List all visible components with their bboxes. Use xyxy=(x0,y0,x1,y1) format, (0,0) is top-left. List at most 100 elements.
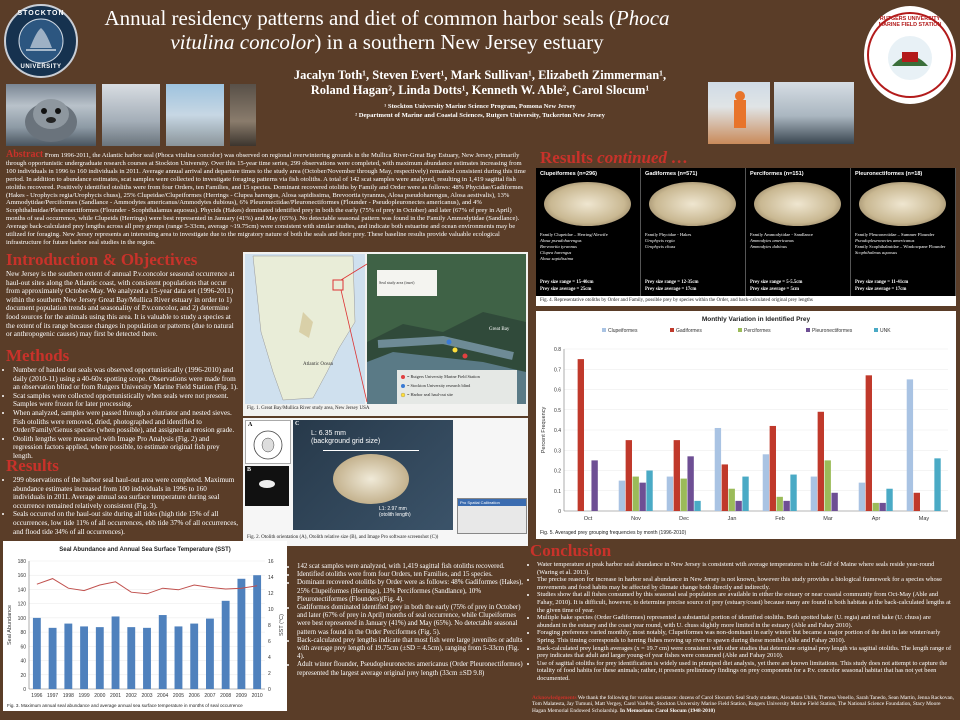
prey-bar xyxy=(824,460,831,511)
y-axis-label: Seal Abundance xyxy=(7,605,13,645)
otolith-family-text: Urophycis chuss xyxy=(645,244,676,249)
otolith-family-text: Scophthalmus aquosus xyxy=(855,250,897,255)
results-bullet: 299 observations of the harbor seal haul… xyxy=(13,476,240,510)
chart-title: Monthly Variation in Identified Prey xyxy=(702,316,811,323)
affiliation-1: ¹ Stockton University Marine Science Pro… xyxy=(384,103,576,110)
x-tick-label: 2002 xyxy=(126,693,137,699)
y2-tick-label: 8 xyxy=(268,623,271,629)
x-tick-label: Mar xyxy=(823,516,833,522)
conclusion-bullet: Back-calculated prey length averages (x … xyxy=(537,645,954,660)
acknowledgements-text: We thank the following for various assis… xyxy=(532,695,954,714)
results-continued-title: Results xyxy=(540,148,593,167)
otolith-figure-panel: A B C L: 6.35 mm (background grid size) … xyxy=(243,418,528,546)
abundance-bar xyxy=(158,615,167,689)
methods-list: Number of hauled out seals was observed … xyxy=(4,366,240,461)
abundance-bar xyxy=(174,626,183,689)
conclusion-bullet: Multiple hake species (Order Gadiformes)… xyxy=(537,614,954,629)
y2-axis-label: SST (°C) xyxy=(279,614,285,636)
y-tick-label: 0.1 xyxy=(554,489,561,495)
y2-tick-label: 2 xyxy=(268,671,271,677)
abundance-bar xyxy=(253,575,262,689)
otolith-order-title: Perciformes (n=151) xyxy=(750,171,804,177)
prey-bar xyxy=(680,478,687,511)
x-tick-label: 1998 xyxy=(63,693,74,699)
otolith-order-card: Clupeiformes (n=296) Family Clupeidae – H… xyxy=(536,168,641,296)
methods-bullet: Scat samples were collected opportunisti… xyxy=(13,392,240,409)
fish-head-diagram xyxy=(253,430,283,460)
abundance-bar xyxy=(95,627,104,689)
otolith-family-text: Family Phycidae - Hakes xyxy=(645,232,692,237)
y2-tick-label: 10 xyxy=(268,607,274,613)
map-label-great-bay: Great Bay xyxy=(489,327,510,332)
image-pro-screenshot: C L: 6.35 mm (background grid size) L1: … xyxy=(293,420,453,530)
prey-bar xyxy=(714,427,722,511)
prey-bar xyxy=(872,502,879,511)
results-continued-suffix: continued … xyxy=(597,148,689,167)
results-left-list: 299 observations of the harbor seal haul… xyxy=(4,476,240,536)
x-tick-label: 2007 xyxy=(204,693,215,699)
otolith-family-text: Family Ammodytidae - Sandlance xyxy=(750,232,813,237)
rutgers-logo: RUTGERS UNIVERSITY MARINE FIELD STATION xyxy=(864,6,956,104)
x-tick-label: 2003 xyxy=(141,693,152,699)
abundance-sst-chart: Seal Abundance and Annual Sea Surface Te… xyxy=(7,547,285,708)
rutgers-field-station-icon xyxy=(867,12,953,98)
fig2-label-b: B xyxy=(247,467,252,473)
methods-bullet: When analyzed, samples were passed throu… xyxy=(13,409,240,435)
otolith-size-average: Prey size average = 17cm xyxy=(645,287,697,292)
y-tick-label: 40 xyxy=(20,659,26,665)
affiliations: ¹ Stockton University Marine Science Pro… xyxy=(260,102,700,120)
prey-bar xyxy=(831,492,838,511)
authors-line-2: Roland Hagan², Linda Dotts¹, Kenneth W. … xyxy=(310,83,650,97)
seal-photo xyxy=(6,84,96,146)
measure-value-grid: L: 6.35 mm xyxy=(311,430,347,437)
results-mid-bullet: Dominant recovered otoliths by Order wer… xyxy=(297,579,524,604)
y2-tick-label: 6 xyxy=(268,639,271,645)
title-species: Phoca vitulina concolor xyxy=(170,6,670,54)
otolith-order-card: Perciformes (n=151) Family Ammodytidae - … xyxy=(746,168,851,296)
y-axis-label: Percent Frequency xyxy=(541,407,547,454)
conclusion-bullet: Use of sagittal otoliths for prey identi… xyxy=(537,660,954,683)
prey-bar xyxy=(618,480,626,511)
fig1-caption: Fig. 1. Great Bay/Mullica River study ar… xyxy=(247,406,370,411)
researcher-icon xyxy=(734,91,746,128)
y-tick-label: 20 xyxy=(20,673,26,679)
prey-bar xyxy=(742,476,749,511)
authors-line-1: Jacalyn Toth¹, Steven Evert¹, Mark Sulli… xyxy=(293,68,667,82)
map-legend-field-station: = Rutgers University Marine Field Statio… xyxy=(407,374,480,379)
fig5-caption: Fig. 5. Averaged prey grouping frequenci… xyxy=(540,530,686,536)
x-tick-label: Dec xyxy=(679,516,689,522)
y-tick-label: 120 xyxy=(18,602,27,608)
otolith-orientation-diagram: A xyxy=(245,420,291,464)
otolith-specimen-image xyxy=(649,182,736,226)
legend-swatch xyxy=(738,328,742,332)
abundance-bar xyxy=(127,627,136,689)
measure-note-otolith: (otolith length) xyxy=(379,512,411,518)
legend-label: Perciformes xyxy=(744,328,771,334)
otolith-size-range: Prey size range = 12-35cm xyxy=(645,280,699,285)
y-tick-label: 0.8 xyxy=(554,347,561,353)
x-tick-label: 2009 xyxy=(236,693,247,699)
otolith-family-text: Brevoortia tyrannus xyxy=(540,244,577,249)
y2-tick-label: 14 xyxy=(268,575,274,581)
x-tick-label: 2000 xyxy=(94,693,105,699)
otolith-size-average: Prey size average = 25cm xyxy=(540,287,592,292)
methods-bullet: Number of hauled out seals was observed … xyxy=(13,366,240,392)
conclusion-bullet: Water temperature at peak harbor seal ab… xyxy=(537,561,954,576)
x-tick-label: Jan xyxy=(728,516,737,522)
rutgers-logo-text: RUTGERS UNIVERSITY MARINE FIELD STATION xyxy=(878,16,942,28)
conclusion-bullet: The precise reason for increase in harbo… xyxy=(537,576,954,591)
legend-label: Clupeiformes xyxy=(608,328,638,334)
prey-bar xyxy=(673,440,680,511)
prey-bar xyxy=(858,482,866,511)
y-tick-label: 0 xyxy=(23,687,26,693)
legend-label: Pleuronectiformes xyxy=(812,328,853,334)
legend-swatch xyxy=(806,328,810,332)
x-tick-label: 1999 xyxy=(79,693,90,699)
results-bullet: Seals occurred on the haul-out site duri… xyxy=(13,510,240,536)
abundance-bar xyxy=(237,578,246,689)
otolith-prey-panel: Clupeiformes (n=296) Family Clupeidae – H… xyxy=(536,168,956,306)
prey-bar xyxy=(687,456,694,511)
prey-bar xyxy=(790,474,797,511)
haul-out-site-marker xyxy=(452,347,458,353)
otolith-order-title: Clupeiformes (n=296) xyxy=(540,171,598,177)
